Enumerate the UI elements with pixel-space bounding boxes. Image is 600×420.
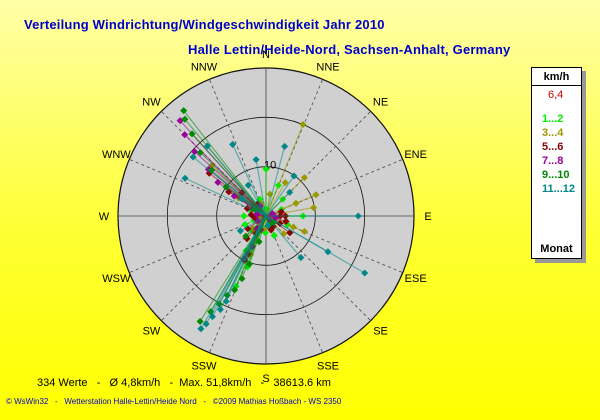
direction-label: ENE — [404, 149, 427, 161]
data-ray — [184, 177, 267, 217]
data-point — [181, 131, 189, 139]
data-point — [300, 174, 308, 182]
legend-footer: Monat — [540, 243, 573, 255]
data-point — [282, 217, 290, 225]
direction-label: NNE — [316, 61, 339, 73]
data-ray — [265, 215, 302, 258]
direction-label: E — [424, 211, 431, 223]
legend-entry: 3...4 — [542, 127, 564, 139]
data-ray — [199, 215, 267, 322]
data-point — [222, 297, 230, 305]
data-point — [290, 172, 298, 180]
data-point — [261, 229, 269, 237]
legend: km/h 6,4 1...2 3...4 5...6 7...8 9...10 11...… — [531, 67, 582, 259]
data-point — [297, 254, 305, 262]
data-point — [300, 227, 308, 236]
data-point — [181, 115, 189, 123]
data-ray — [255, 159, 267, 217]
data-point — [354, 212, 362, 220]
data-point — [312, 191, 320, 199]
data-point — [281, 142, 289, 150]
data-point — [244, 181, 252, 189]
data-point — [216, 306, 224, 314]
data-ray — [240, 215, 267, 232]
chart-subtitle: Halle Lettin/Heide-Nord, Sachsen-Anhalt,… — [188, 42, 511, 57]
direction-label: SSE — [317, 361, 339, 373]
direction-label: WNW — [102, 149, 131, 161]
data-ray — [200, 215, 267, 330]
grid-spoke — [208, 79, 267, 217]
legend-entry: 9...10 — [542, 169, 570, 181]
direction-label: WSW — [102, 273, 131, 285]
data-point — [361, 269, 369, 277]
data-point — [299, 120, 307, 129]
data-point — [241, 220, 249, 229]
data-ray — [265, 191, 291, 217]
legend-max-value: 6,4 — [548, 89, 564, 101]
data-point — [292, 199, 300, 207]
data-ray — [265, 146, 286, 217]
legend-entry: 1...2 — [542, 113, 564, 125]
grid-spoke — [265, 215, 324, 353]
data-point — [247, 211, 255, 219]
direction-label: ESE — [405, 273, 427, 285]
data-point — [190, 148, 199, 156]
direction-label: NE — [373, 96, 388, 108]
legend-entry: 7...8 — [542, 155, 564, 167]
data-ray — [265, 175, 295, 217]
direction-label: S — [262, 373, 269, 385]
direction-label: N — [262, 49, 270, 61]
data-point — [264, 222, 272, 230]
data-point — [197, 325, 205, 333]
data-point — [286, 188, 294, 196]
data-point — [203, 142, 211, 150]
data-point — [252, 156, 260, 164]
data-point — [242, 232, 250, 240]
stats-line: 334 Werte - Ø 4,8km/h - Max. 51,8km/h - … — [37, 377, 331, 389]
data-point — [281, 179, 289, 187]
data-point — [229, 140, 237, 148]
data-ray — [245, 215, 267, 237]
direction-label: SSW — [191, 361, 217, 373]
data-ray — [191, 133, 267, 217]
data-point — [236, 227, 244, 235]
data-point — [196, 149, 204, 157]
direction-label: SW — [143, 326, 161, 338]
grid-spoke — [129, 158, 267, 217]
data-ray — [219, 215, 267, 310]
data-point — [181, 174, 189, 182]
direction-label: NNW — [191, 61, 218, 73]
data-ray — [232, 144, 267, 217]
direction-label: NW — [142, 96, 161, 108]
data-point — [180, 107, 188, 115]
data-ray — [265, 124, 304, 217]
data-point — [270, 231, 278, 240]
data-point — [189, 153, 197, 161]
data-ray — [192, 156, 267, 217]
data-point — [188, 130, 196, 138]
data-point — [262, 165, 270, 173]
direction-label: SE — [373, 326, 388, 338]
data-point — [214, 178, 222, 186]
data-point — [310, 204, 318, 212]
data-point — [240, 212, 248, 220]
legend-divider — [532, 85, 581, 86]
data-point — [208, 166, 216, 174]
data-ray — [183, 110, 267, 217]
copyright-footer: © WsWin32 - Wetterstation Halle-Lettin/H… — [6, 397, 342, 406]
legend-entry: 5...6 — [542, 141, 564, 153]
chart-title: Verteilung Windrichtung/Windgeschwindigk… — [24, 17, 385, 32]
data-ray — [265, 215, 365, 274]
data-point — [196, 317, 204, 325]
data-ray — [199, 152, 267, 217]
legend-entry: 11...12 — [542, 183, 576, 195]
legend-unit: km/h — [543, 71, 570, 83]
data-ray — [206, 145, 267, 217]
direction-label: W — [99, 211, 110, 223]
